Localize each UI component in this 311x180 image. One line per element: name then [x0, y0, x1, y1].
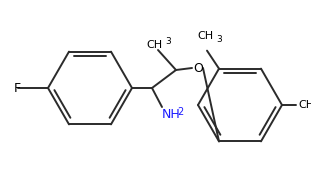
Text: CH: CH [197, 31, 213, 41]
Text: CH: CH [146, 40, 162, 50]
Text: NH: NH [162, 109, 181, 122]
Text: CH: CH [298, 100, 311, 110]
Text: 2: 2 [177, 107, 183, 117]
Text: F: F [14, 82, 21, 94]
Text: 3: 3 [216, 35, 222, 44]
Text: O: O [193, 62, 203, 75]
Text: 3: 3 [165, 37, 171, 46]
